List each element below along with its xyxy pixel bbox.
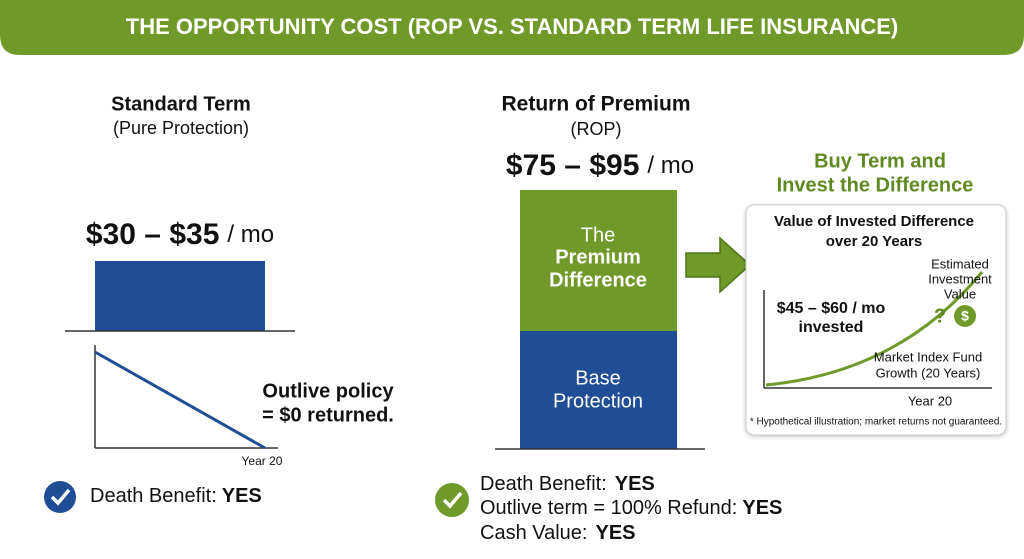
check-icon	[435, 483, 469, 517]
premium-difference-bar	[520, 190, 677, 331]
note-line: Outlive policy	[262, 380, 394, 402]
invest-title: Invest the Difference	[777, 174, 974, 196]
header-title: THE OPPORTUNITY COST (ROP VS. STANDARD T…	[126, 14, 898, 39]
arrow	[685, 236, 752, 294]
check-mark	[50, 488, 71, 506]
standard-title: Standard Term	[111, 93, 251, 115]
estimate-label: Estimated	[931, 256, 989, 271]
feature-label: Cash Value:	[480, 522, 587, 544]
card-title: Value of Invested Difference	[774, 213, 974, 230]
standard-bar	[95, 261, 265, 331]
bar-label: Premium	[555, 246, 641, 268]
rop-price: $75 – $95 / mo	[506, 149, 694, 182]
feature: Outlive term = 100% Refund: YES	[480, 497, 782, 519]
rop-subtitle: (ROP)	[571, 119, 622, 139]
card-title: over 20 Years	[826, 233, 922, 250]
feature: Death Benefit: YES	[90, 485, 262, 507]
note-line: = $0 returned.	[262, 404, 394, 426]
feature-value: YES	[742, 497, 782, 519]
rop-title: Return of Premium	[501, 93, 690, 116]
axis-label: Year 20	[242, 454, 283, 468]
invest-title: Buy Term and	[814, 150, 946, 172]
dollar-icon	[954, 305, 976, 327]
axis-label: Year 20	[908, 393, 952, 408]
price-range: $30 – $35	[86, 218, 219, 251]
invested-label: invested	[799, 319, 864, 336]
feature-label: Death Benefit:	[480, 473, 607, 495]
header-banner	[0, 0, 1024, 55]
estimate-label: Value	[944, 286, 976, 301]
decline-line	[94, 350, 266, 450]
growth-curve	[765, 271, 984, 387]
feature-value: YES	[615, 473, 655, 495]
check-icon	[44, 481, 76, 513]
price-range: $75 – $95	[506, 149, 639, 182]
question-mark: ?	[934, 305, 946, 327]
footnote: * Hypothetical illustration; market retu…	[750, 417, 1002, 428]
check-mark	[442, 491, 463, 509]
estimate-label: Investment	[928, 271, 992, 286]
dollar-sign: $	[961, 308, 969, 324]
price-unit: / mo	[227, 221, 274, 248]
standard-subtitle: (Pure Protection)	[113, 118, 249, 138]
feature: Cash Value: YES	[480, 522, 636, 544]
feature: Death Benefit: YES	[480, 473, 655, 495]
bar-label: Difference	[549, 269, 647, 291]
invested-label: $45 – $60 / mo	[777, 300, 886, 317]
bar-label: Base	[575, 367, 621, 389]
bar-label: Protection	[553, 390, 643, 412]
bar-label: The	[581, 224, 615, 246]
base-protection-bar	[520, 331, 677, 449]
feature-label: Outlive term = 100% Refund:	[480, 497, 737, 519]
growth-label: Market Index Fund	[874, 349, 982, 364]
standard-price: $30 – $35 / mo	[86, 218, 274, 251]
growth-label: Growth (20 Years)	[876, 365, 981, 380]
feature-value: YES	[595, 522, 635, 544]
feature-value: YES	[222, 485, 262, 507]
feature-label: Death Benefit:	[90, 485, 217, 507]
price-unit: / mo	[647, 152, 694, 179]
